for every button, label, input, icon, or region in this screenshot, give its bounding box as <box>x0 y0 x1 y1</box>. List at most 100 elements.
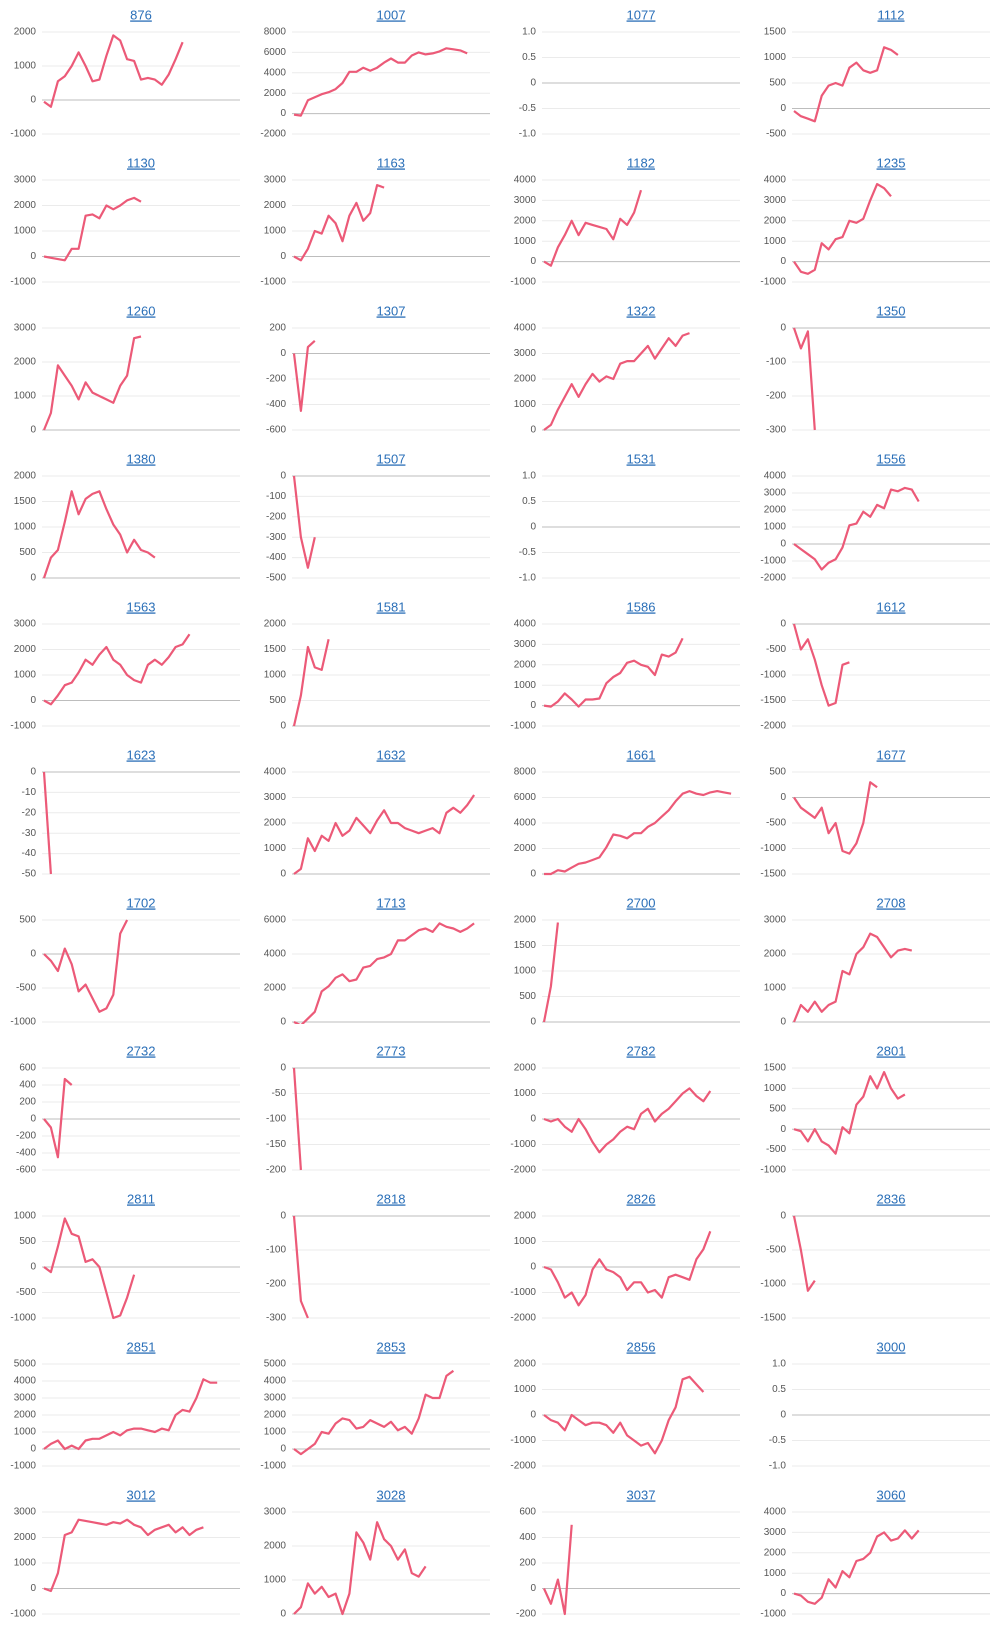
chart-title[interactable]: 1563 <box>127 599 156 614</box>
line-chart: 1563 -1000 0 1000 2000 3000 <box>10 599 240 732</box>
y-tick-label: 2000 <box>264 983 287 994</box>
chart-title[interactable]: 2773 <box>377 1043 406 1058</box>
y-tick-label: 500 <box>769 78 786 89</box>
chart-title[interactable]: 3000 <box>877 1339 906 1354</box>
chart-title[interactable]: 1556 <box>877 451 906 466</box>
chart-title[interactable]: 2708 <box>877 895 906 910</box>
y-tick-label: 2000 <box>264 1410 287 1421</box>
y-tick-label: 0 <box>30 251 36 262</box>
chart-title[interactable]: 2801 <box>877 1043 906 1058</box>
chart-title[interactable]: 2826 <box>627 1191 656 1206</box>
data-line <box>43 1378 218 1451</box>
y-tick-label: 2000 <box>14 200 37 211</box>
y-tick-label: 0 <box>780 323 786 334</box>
y-tick-label: 0 <box>30 1114 36 1125</box>
chart-title[interactable]: 2836 <box>877 1191 906 1206</box>
chart-title[interactable]: 3012 <box>127 1487 156 1502</box>
chart-title[interactable]: 1623 <box>127 747 156 762</box>
y-tick-label: -500 <box>266 573 286 584</box>
data-line <box>293 1369 455 1456</box>
line-chart: 2856 -2000 -1000 0 1000 2000 <box>510 1339 740 1472</box>
y-tick-label: 2000 <box>14 1410 37 1421</box>
line-chart: 2708 0 1000 2000 3000 <box>764 895 990 1028</box>
data-line <box>792 932 913 1023</box>
chart-title[interactable]: 2732 <box>127 1043 156 1058</box>
y-tick-label: -30 <box>22 828 37 839</box>
line-chart: 2818 -300 -200 -100 0 <box>266 1191 490 1324</box>
chart-title[interactable]: 1581 <box>377 599 406 614</box>
chart-title[interactable]: 1702 <box>127 895 156 910</box>
y-tick-label: 3000 <box>514 348 537 359</box>
chart-title[interactable]: 3037 <box>627 1487 656 1502</box>
chart-title[interactable]: 1661 <box>627 747 656 762</box>
chart-title[interactable]: 1586 <box>627 599 656 614</box>
y-tick-label: -500 <box>766 644 786 655</box>
y-tick-label: 1000 <box>764 1083 787 1094</box>
y-tick-label: 2000 <box>264 1541 287 1552</box>
line-chart: 1260 0 1000 2000 3000 <box>14 303 240 436</box>
chart-title[interactable]: 2818 <box>377 1191 406 1206</box>
line-chart: 1612 -2000 -1500 -1000 -500 0 <box>760 599 990 732</box>
chart-title[interactable]: 1632 <box>377 747 406 762</box>
chart-title[interactable]: 1182 <box>627 155 655 170</box>
chart-title[interactable]: 1350 <box>877 303 906 318</box>
y-tick-label: 0 <box>30 1444 36 1455</box>
y-tick-label: 0 <box>530 869 536 880</box>
y-tick-label: -1000 <box>760 670 786 681</box>
y-tick-label: 0 <box>780 1588 786 1599</box>
chart-title[interactable]: 1307 <box>377 303 406 318</box>
y-tick-label: 2000 <box>264 619 287 630</box>
chart-title[interactable]: 2700 <box>627 895 656 910</box>
y-tick-label: 0 <box>530 522 536 533</box>
data-line <box>293 47 468 117</box>
y-tick-label: -0.5 <box>769 1435 787 1446</box>
chart-title[interactable]: 1677 <box>877 747 906 762</box>
chart-title[interactable]: 2853 <box>377 1339 406 1354</box>
y-tick-label: -1000 <box>10 721 36 732</box>
y-tick-label: 4000 <box>264 767 287 778</box>
line-chart: 1586 -1000 0 1000 2000 3000 4000 <box>510 599 740 732</box>
y-tick-label: 500 <box>519 991 536 1002</box>
y-tick-label: -100 <box>266 491 286 502</box>
chart-title[interactable]: 2782 <box>627 1043 656 1058</box>
chart-title[interactable]: 3028 <box>377 1487 406 1502</box>
chart-title[interactable]: 1007 <box>377 7 406 22</box>
chart-title[interactable]: 2811 <box>127 1191 155 1206</box>
y-tick-label: 1000 <box>764 983 787 994</box>
chart-title[interactable]: 1531 <box>627 451 656 466</box>
chart-title[interactable]: 1612 <box>877 599 906 614</box>
data-line <box>543 637 684 708</box>
chart-title[interactable]: 2856 <box>627 1339 656 1354</box>
chart-title[interactable]: 876 <box>130 7 152 22</box>
chart-title[interactable]: 1112 <box>878 7 905 22</box>
y-tick-label: 0 <box>30 425 36 436</box>
line-chart: 3037 -200 0 200 400 600 <box>516 1487 740 1620</box>
chart-title[interactable]: 1260 <box>127 303 156 318</box>
data-line <box>43 1518 204 1593</box>
y-tick-label: 3000 <box>764 195 787 206</box>
chart-title[interactable]: 1507 <box>377 451 406 466</box>
chart-title[interactable]: 1380 <box>127 451 156 466</box>
y-tick-label: -200 <box>266 374 286 385</box>
chart-title[interactable]: 1322 <box>627 303 656 318</box>
line-chart: 1307 -600 -400 -200 0 200 <box>266 303 490 436</box>
data-line <box>43 34 184 108</box>
y-tick-label: 0 <box>780 1211 786 1222</box>
y-tick-label: 1000 <box>264 1575 287 1586</box>
chart-title[interactable]: 1130 <box>127 155 155 170</box>
chart-title[interactable]: 1077 <box>627 7 656 22</box>
chart-title[interactable]: 1163 <box>377 155 405 170</box>
line-chart: 1130 -1000 0 1000 2000 3000 <box>10 155 240 288</box>
chart-title[interactable]: 1713 <box>377 895 406 910</box>
line-chart: 3028 0 1000 2000 3000 <box>264 1487 490 1620</box>
y-tick-label: 0.5 <box>772 1384 786 1395</box>
y-tick-label: 200 <box>519 1558 536 1569</box>
chart-title[interactable]: 3060 <box>877 1487 906 1502</box>
y-tick-label: -0.5 <box>519 103 537 114</box>
line-chart: 1713 0 2000 4000 6000 <box>264 895 490 1028</box>
line-chart: 1182 -1000 0 1000 2000 3000 4000 <box>510 155 740 288</box>
chart-title[interactable]: 1235 <box>877 155 906 170</box>
chart-title[interactable]: 2851 <box>127 1339 156 1354</box>
y-tick-label: -1000 <box>10 1609 36 1620</box>
y-tick-label: 3000 <box>14 323 37 334</box>
